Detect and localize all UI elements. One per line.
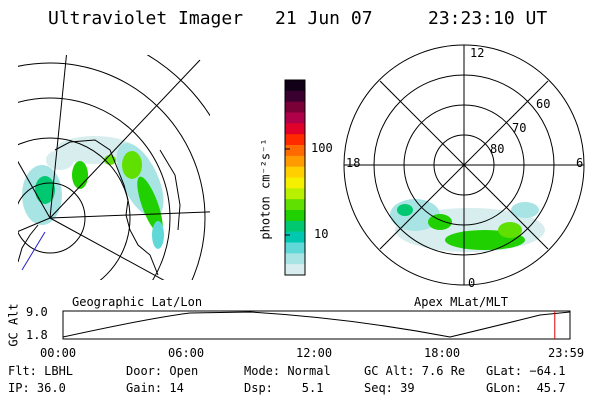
colorbar-unit-label: photon cm⁻²s⁻¹ — [258, 138, 273, 240]
colorbar-segment — [285, 90, 305, 103]
alt-xtick: 23:59 — [548, 346, 585, 360]
colorbar-segment — [285, 166, 305, 178]
colorbar-segment — [285, 220, 305, 233]
dsp-info: Dsp: 5.1 — [244, 381, 324, 395]
colorbar-segment — [285, 134, 305, 146]
colorbar-segment — [285, 177, 305, 189]
mlt-label-6: 6 — [576, 156, 584, 170]
glon-info: GLon: 45.7 — [486, 381, 566, 395]
colorbar-segment — [285, 188, 305, 200]
glat-info: GLat: −64.1 — [486, 364, 566, 378]
colorbar-segment — [285, 101, 305, 113]
mlat-label-80: 80 — [490, 142, 505, 156]
colorbar-segment — [285, 155, 305, 168]
colorbar-segment — [285, 210, 305, 222]
seq-info: Seq: 39 — [364, 381, 415, 395]
door-info: Door: Open — [126, 364, 199, 378]
colorbar-segment — [285, 242, 305, 254]
geographic-caption: Geographic Lat/Lon — [72, 295, 203, 309]
colorbar-tick-100: 100 — [311, 141, 333, 155]
colorbar-segment — [285, 253, 305, 265]
alt-xtick: 18:00 — [424, 346, 461, 360]
alt-ylabel: GC Alt — [6, 303, 21, 347]
mlt-label-18: 18 — [346, 156, 361, 170]
observation-time: 23:23:10 UT — [428, 8, 548, 29]
ip-info: IP: 36.0 — [8, 381, 66, 395]
alt-ytick-min: 1.8 — [26, 328, 48, 342]
apex-polar-plot — [343, 44, 585, 286]
colorbar-segment — [285, 264, 305, 276]
colorbar-segment — [285, 80, 305, 92]
observation-date: 21 Jun 07 — [275, 8, 373, 29]
aurora-emission-right — [390, 199, 545, 252]
instrument-title: Ultraviolet Imager — [48, 8, 244, 29]
alt-xtick: 06:00 — [168, 346, 205, 360]
mode-info: Mode: Normal — [244, 364, 331, 378]
gain-info: Gain: 14 — [126, 381, 184, 395]
colorbar-segment — [285, 145, 305, 157]
alt-xtick: 12:00 — [296, 346, 333, 360]
alt-xtick: 00:00 — [40, 346, 77, 360]
gc-alt-info: GC Alt: 7.6 Re — [364, 364, 466, 378]
colorbar-segment — [285, 199, 305, 211]
colorbar-tick-10: 10 — [314, 227, 329, 241]
mlt-label-12: 12 — [470, 46, 485, 60]
colorbar-segment — [285, 123, 305, 135]
mlat-label-70: 70 — [512, 121, 527, 135]
mlat-label-60: 60 — [536, 97, 551, 111]
colorbar-segment — [285, 112, 305, 124]
intensity-colorbar — [285, 80, 305, 276]
mlt-label-0: 0 — [468, 276, 476, 290]
altitude-plot — [62, 310, 571, 340]
apex-caption: Apex MLat/MLT — [414, 295, 508, 309]
colorbar-segment — [285, 231, 305, 243]
geographic-map — [18, 55, 210, 280]
alt-ytick-max: 9.0 — [26, 305, 48, 319]
filter-info: Flt: LBHL — [8, 364, 74, 378]
